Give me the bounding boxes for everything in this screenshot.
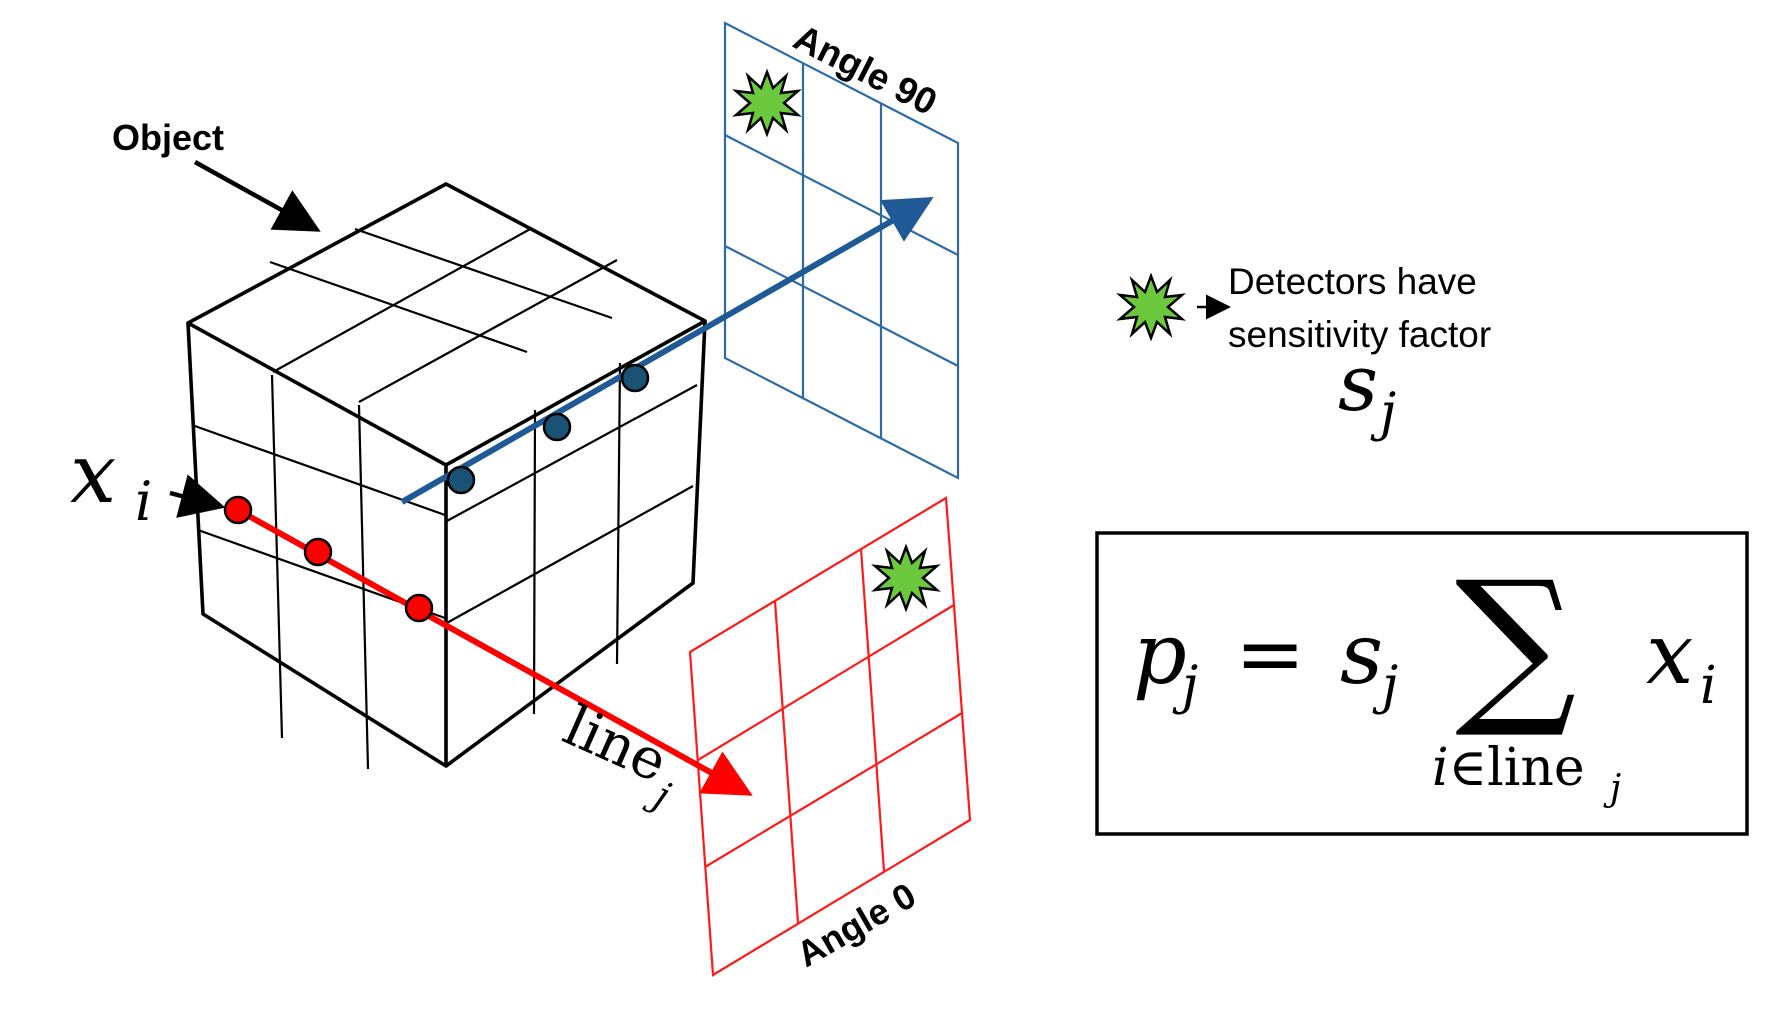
object-label: Object	[112, 117, 224, 158]
green-starburst-icon	[1118, 274, 1184, 340]
formula-sum-sign: ∑	[1455, 545, 1576, 743]
voxel-dot-red	[303, 537, 333, 567]
voxel-dot-blue	[446, 465, 476, 495]
ray-angle-0	[223, 495, 753, 796]
voxel-dot-red	[223, 495, 253, 525]
ray-angle-90	[400, 197, 934, 505]
xi-pointer-arrow	[169, 474, 226, 518]
sj-label: s	[1338, 339, 1378, 429]
formula-x: x	[1646, 605, 1693, 703]
voxel-dot-red	[404, 593, 434, 623]
formula-box: p j = s j ∑ x i i∈line j	[1095, 531, 1749, 836]
object-pointer-arrow	[193, 160, 321, 232]
formula-p: p	[1133, 605, 1187, 703]
green-starburst-icon	[734, 70, 800, 136]
angle-90-label: Angle 90	[787, 17, 943, 124]
green-starburst-icon	[873, 545, 939, 611]
xi-label: x	[70, 427, 116, 522]
line-label: line	[554, 693, 676, 795]
formula-limit: i∈line	[1432, 738, 1585, 798]
detector-grid-angle-90	[723, 21, 960, 480]
voxel-dot-blue	[542, 412, 572, 442]
legend-text-line2: sensitivity factor	[1228, 314, 1491, 355]
formula-equals: =	[1235, 605, 1305, 703]
formula-x-sub: i	[1700, 656, 1717, 716]
formula-limit-sub: j	[1603, 768, 1621, 809]
legend-text-line1: Detectors have	[1228, 261, 1477, 302]
xi-subscript: i	[135, 470, 152, 533]
detector-grid-angle-0	[688, 496, 972, 977]
object-cube	[186, 182, 707, 770]
voxel-dot-blue	[620, 363, 650, 393]
formula-s: s	[1340, 605, 1383, 703]
